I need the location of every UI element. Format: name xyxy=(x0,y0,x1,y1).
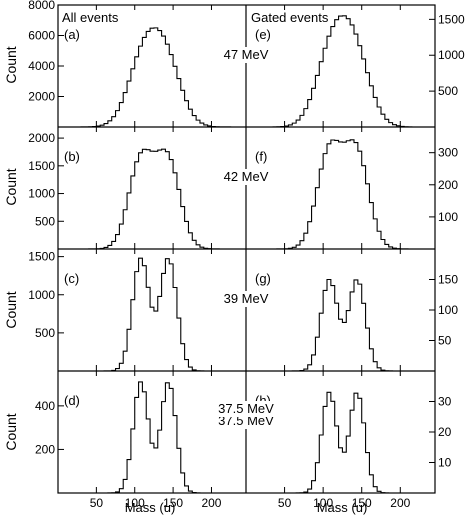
histogram-e xyxy=(272,15,413,128)
y-tick-label-g: 150 xyxy=(438,273,458,287)
y-tick-label-h: 10 xyxy=(438,456,452,470)
x-axis-label-right: Mass (u) xyxy=(317,500,368,515)
x-tick-label-right: 50 xyxy=(278,496,292,510)
y-tick-label-a: 2000 xyxy=(28,90,55,104)
x-tick-label-left: 200 xyxy=(201,496,221,510)
y-tick-label-f: 200 xyxy=(438,178,458,192)
x-tick-label-right: 200 xyxy=(390,496,410,510)
y-tick-label-f: 300 xyxy=(438,146,458,160)
histogram-g xyxy=(273,278,412,372)
energy-label-d: 37.5 MeV xyxy=(218,401,274,416)
panel-label-f: (f) xyxy=(255,149,267,164)
y-tick-label-b: 500 xyxy=(35,214,55,228)
energy-label-bg-c xyxy=(220,291,272,307)
y-axis-label-b: Count xyxy=(3,168,19,205)
y-tick-label-g: 100 xyxy=(438,303,458,317)
y-tick-label-d: 200 xyxy=(35,442,55,456)
panel-label-b: (b) xyxy=(64,149,80,164)
y-tick-label-a: 4000 xyxy=(28,59,55,73)
right-header: Gated events xyxy=(251,10,329,25)
y-tick-label-b: 2000 xyxy=(28,131,55,145)
x-tick-label-left: 150 xyxy=(163,496,183,510)
y-tick-label-a: 6000 xyxy=(28,29,55,43)
y-axis-label-d: Count xyxy=(3,413,19,450)
energy-label-b: 42 MeV xyxy=(224,169,269,184)
y-tick-label-e: 1000 xyxy=(438,48,465,62)
y-tick-label-b: 1500 xyxy=(28,159,55,173)
panel-label-c: (c) xyxy=(64,271,79,286)
y-tick-label-d: 400 xyxy=(35,399,55,413)
y-tick-label-a: 8000 xyxy=(28,0,55,12)
histogram-b xyxy=(73,148,235,250)
panel-label-a: (a) xyxy=(64,27,80,42)
x-tick-label-left: 100 xyxy=(125,496,145,510)
x-tick-label-right: 100 xyxy=(313,496,333,510)
y-tick-label-b: 1000 xyxy=(28,187,55,201)
histogram-f xyxy=(272,139,413,250)
histogram-d xyxy=(73,381,235,494)
y-tick-label-e: 500 xyxy=(438,84,458,98)
x-tick-label-left: 50 xyxy=(90,496,104,510)
y-tick-label-h: 20 xyxy=(438,425,452,439)
y-tick-label-e: 1500 xyxy=(438,12,465,26)
panel-label-e: (e) xyxy=(255,27,271,42)
histogram-c xyxy=(73,257,235,372)
energy-label-bg-a xyxy=(220,47,272,63)
energy-label-bg-d xyxy=(214,401,278,417)
histogram-h xyxy=(273,391,412,494)
panels-group: 2000 4000 6000 8000 (a) 47 MeV 500 1000 1500 2000… xyxy=(28,0,465,510)
panel-label-g: (g) xyxy=(255,271,271,286)
energy-label-bg-b xyxy=(220,169,272,185)
y-tick-label-c: 500 xyxy=(35,326,55,340)
energy-label-a: 47 MeV xyxy=(224,47,269,62)
x-axis-label-left: Mass (u) xyxy=(125,500,176,515)
y-tick-label-f: 100 xyxy=(438,210,458,224)
y-axis-label-c: Count xyxy=(3,291,19,328)
y-tick-label-c: 1000 xyxy=(28,288,55,302)
histogram-a xyxy=(72,27,236,128)
y-tick-label-h: 30 xyxy=(438,395,452,409)
y-axis-label-a: Count xyxy=(3,46,19,83)
panel-label-d: (d) xyxy=(64,393,80,408)
energy-label-c: 39 MeV xyxy=(224,291,269,306)
left-header: All events xyxy=(62,10,119,25)
x-tick-label-right: 150 xyxy=(352,496,372,510)
y-tick-label-c: 1500 xyxy=(28,250,55,264)
y-tick-label-g: 50 xyxy=(438,334,452,348)
